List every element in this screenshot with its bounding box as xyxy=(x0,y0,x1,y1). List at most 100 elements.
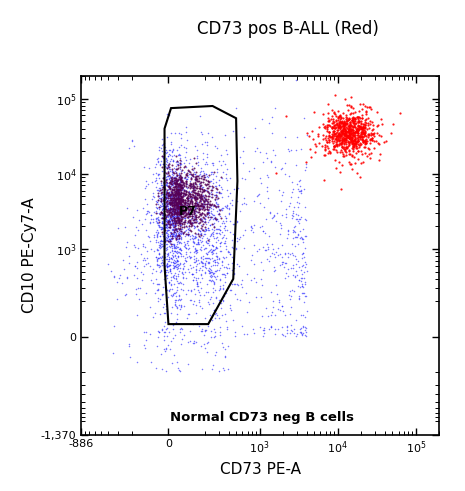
Point xyxy=(172,177,179,185)
Point xyxy=(160,253,167,261)
Point xyxy=(179,203,187,211)
Point xyxy=(133,358,141,366)
Point xyxy=(339,129,347,137)
Point xyxy=(188,234,195,242)
Point xyxy=(348,134,355,141)
Point xyxy=(176,206,184,214)
Point xyxy=(197,202,204,210)
Point xyxy=(348,152,356,160)
Point xyxy=(191,258,199,266)
Point xyxy=(348,136,356,144)
Point xyxy=(338,127,345,135)
Point xyxy=(193,254,200,262)
Point xyxy=(387,129,395,137)
Point xyxy=(206,200,214,208)
Point xyxy=(157,209,165,217)
Point xyxy=(369,125,377,133)
Point xyxy=(185,195,192,203)
Point xyxy=(175,186,182,193)
Point xyxy=(343,128,351,136)
Point xyxy=(296,176,303,184)
Point xyxy=(175,191,182,199)
Point xyxy=(335,136,343,144)
Point xyxy=(214,188,221,196)
Point xyxy=(184,194,192,202)
Point xyxy=(189,187,197,194)
Point xyxy=(178,190,185,197)
Point xyxy=(205,189,212,196)
Point xyxy=(155,223,163,231)
Point xyxy=(184,208,192,216)
Point xyxy=(184,209,192,217)
Point xyxy=(174,193,181,201)
Point xyxy=(172,191,179,198)
Point xyxy=(217,212,224,220)
Point xyxy=(154,286,162,294)
Point xyxy=(175,183,183,191)
Point xyxy=(172,296,179,304)
Point xyxy=(347,136,355,144)
Point xyxy=(206,205,213,213)
Point xyxy=(359,125,366,133)
Point xyxy=(162,221,170,229)
Point xyxy=(349,140,357,148)
Point xyxy=(173,310,181,318)
Point xyxy=(205,259,213,267)
Point xyxy=(346,134,354,142)
Point xyxy=(368,134,375,142)
Point xyxy=(172,288,179,296)
Point xyxy=(201,205,209,213)
Point xyxy=(176,195,184,203)
Point xyxy=(376,150,383,158)
Point xyxy=(279,324,286,331)
Point xyxy=(175,216,182,224)
Point xyxy=(175,219,183,227)
Point xyxy=(176,186,184,194)
Point xyxy=(194,236,202,244)
Point xyxy=(170,228,178,236)
Point xyxy=(296,325,304,333)
Point xyxy=(201,327,209,334)
Point xyxy=(177,221,184,229)
Point xyxy=(345,142,352,150)
Point xyxy=(159,201,166,209)
Point xyxy=(158,167,166,175)
Point xyxy=(161,347,169,355)
Point xyxy=(107,267,114,275)
Point xyxy=(354,135,362,143)
Point xyxy=(149,313,157,321)
Point xyxy=(159,140,166,148)
Point xyxy=(158,254,165,262)
Point xyxy=(187,264,194,272)
Point xyxy=(290,271,297,279)
Point xyxy=(217,246,225,254)
Point xyxy=(226,286,233,294)
Point xyxy=(175,172,183,180)
Point xyxy=(180,228,188,236)
Point xyxy=(174,231,182,239)
Point xyxy=(337,112,345,120)
Point xyxy=(176,225,183,233)
Point xyxy=(302,292,310,300)
Point xyxy=(201,254,209,262)
Point xyxy=(369,130,376,138)
Point xyxy=(194,191,201,199)
Point xyxy=(203,192,210,200)
Point xyxy=(175,205,182,213)
Point xyxy=(228,236,236,244)
Point xyxy=(176,204,183,212)
Point xyxy=(338,118,345,126)
Point xyxy=(348,164,356,172)
Point xyxy=(249,228,256,236)
Point xyxy=(140,341,148,349)
Point xyxy=(289,251,296,259)
Point xyxy=(195,177,202,185)
Point xyxy=(196,236,204,244)
Point xyxy=(228,280,236,288)
Point xyxy=(231,328,238,336)
Point xyxy=(346,125,353,133)
Point xyxy=(292,273,299,281)
Point xyxy=(160,179,167,187)
Point xyxy=(173,315,181,323)
Point xyxy=(173,165,180,173)
